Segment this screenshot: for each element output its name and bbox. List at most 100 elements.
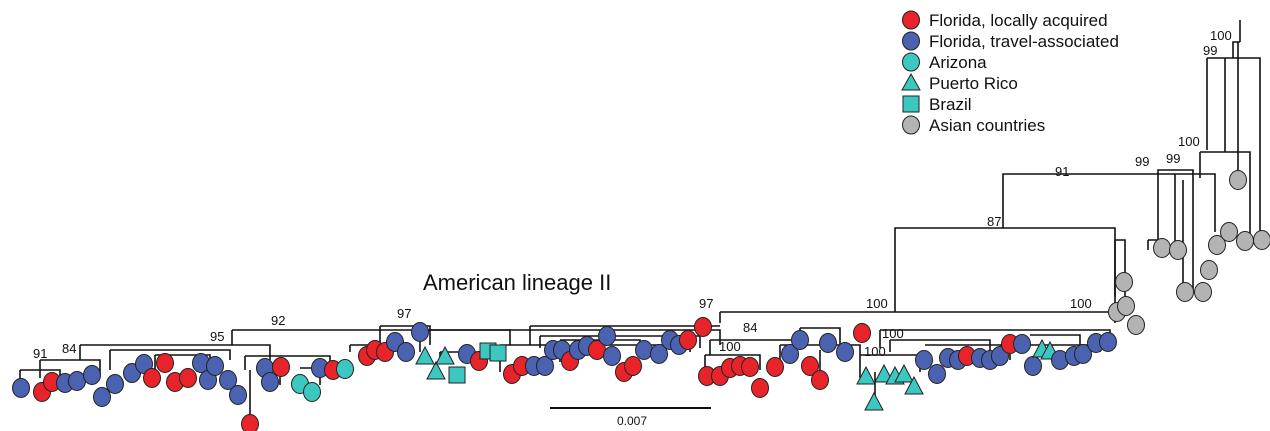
tip-marker-circle [635,340,653,360]
tip-marker-circle [1208,235,1226,255]
legend-circle-icon [902,52,920,72]
tip-marker-circle [219,370,237,390]
tip-marker-circle [397,342,415,362]
tip-marker-circle [1200,260,1218,280]
tip-marker-circle [801,356,819,376]
tip-marker-circle [650,344,668,364]
tip-marker-triangle [894,363,914,383]
tip-marker-circle [303,382,321,402]
tip-marker-circle [536,356,554,376]
tip-markers [12,170,1270,431]
tip-marker-circle [1074,344,1092,364]
tip-marker-circle [156,353,174,373]
tip-marker-circle [598,326,616,346]
tip-marker-triangle [426,360,446,380]
legend-triangle-icon [901,72,921,91]
tip-marker-circle [781,344,799,364]
tip-marker-circle [106,374,124,394]
tip-marker-circle [93,387,111,407]
tip-marker-triangle [904,375,924,395]
legend-circle-icon [902,115,920,135]
tip-marker-circle [836,342,854,362]
tip-marker-circle [272,357,290,377]
tip-marker-circle [411,322,429,342]
tip-marker-circle [68,371,86,391]
legend-label: Asian countries [929,116,1045,135]
legend-label: Arizona [929,53,987,72]
bootstrap-label: 100 [719,339,741,354]
tip-marker-circle [741,357,759,377]
tip-marker-circle [241,414,259,431]
tip-marker-circle [143,368,161,388]
bootstrap-label: 97 [699,296,713,311]
tip-marker-circle [819,333,837,353]
tip-marker-circle [206,356,224,376]
tip-marker-circle [1099,332,1117,352]
bootstrap-label: 100 [864,344,886,359]
tip-marker-circle [1194,282,1212,302]
tree-branches [19,20,1261,418]
scale-bar: 0.007 [550,407,711,428]
tip-marker-circle [83,365,101,385]
scale-bar-label: 0.007 [617,414,647,428]
tip-marker-circle [1220,222,1238,242]
tip-marker-circle [791,330,809,350]
tip-marker-circle [751,378,769,398]
tip-marker-triangle [874,363,894,383]
bootstrap-label: 100 [1070,296,1092,311]
tip-marker-circle [336,359,354,379]
bootstrap-label: 99 [1203,43,1217,58]
tip-marker-circle [229,385,247,405]
bootstrap-label: 100 [882,326,904,341]
bootstrap-label: 100 [1210,28,1232,43]
tip-marker-square [489,344,507,362]
legend: Florida, locally acquired Florida, travel… [901,10,1119,135]
tip-marker-circle [928,364,946,384]
legend-label: Puerto Rico [929,74,1018,93]
tip-marker-circle [1117,296,1135,316]
tip-marker-circle [1176,282,1194,302]
tip-marker-circle [1013,334,1031,354]
tip-marker-circle [694,317,712,337]
tip-marker-circle [915,350,933,370]
bootstrap-label: 100 [866,296,888,311]
tip-marker-circle [1253,230,1270,250]
tip-marker-circle [1024,356,1042,376]
tip-marker-circle [624,356,642,376]
tip-marker-circle [12,378,30,398]
tip-marker-circle [679,330,697,350]
tip-marker-circle [1169,240,1187,260]
legend-circle-icon [902,31,920,51]
tip-marker-triangle [856,365,876,385]
tip-marker-circle [1153,238,1171,258]
tip-marker-triangle [435,345,455,365]
bootstrap-label: 92 [271,313,285,328]
tip-marker-circle [1115,272,1133,292]
tip-marker-circle [766,357,784,377]
tip-marker-circle [811,370,829,390]
tip-marker-circle [1229,170,1247,190]
tip-marker-circle [1236,231,1254,251]
tip-marker-circle [261,372,279,392]
bootstrap-label: 97 [397,306,411,321]
legend-label: Florida, travel-associated [929,32,1119,51]
tip-marker-triangle [864,391,884,411]
tip-marker-circle [853,323,871,343]
tip-marker-circle [603,346,621,366]
bootstrap-label: 91 [1055,164,1069,179]
bootstrap-label: 84 [743,320,757,335]
legend-square-icon [902,95,920,113]
bootstrap-label: 84 [62,341,76,356]
bootstrap-labels: 91 84 95 92 97 97 84 100 100 100 100 100… [33,28,1232,361]
legend-label: Florida, locally acquired [929,11,1108,30]
tip-marker-triangle [415,345,435,365]
bootstrap-label: 91 [33,346,47,361]
legend-label: Brazil [929,95,972,114]
tip-marker-square [448,366,466,384]
bootstrap-label: 100 [1178,134,1200,149]
lineage-title: American lineage II [423,270,611,295]
tip-marker-circle [179,368,197,388]
bootstrap-label: 87 [987,214,1001,229]
bootstrap-label: 99 [1166,151,1180,166]
